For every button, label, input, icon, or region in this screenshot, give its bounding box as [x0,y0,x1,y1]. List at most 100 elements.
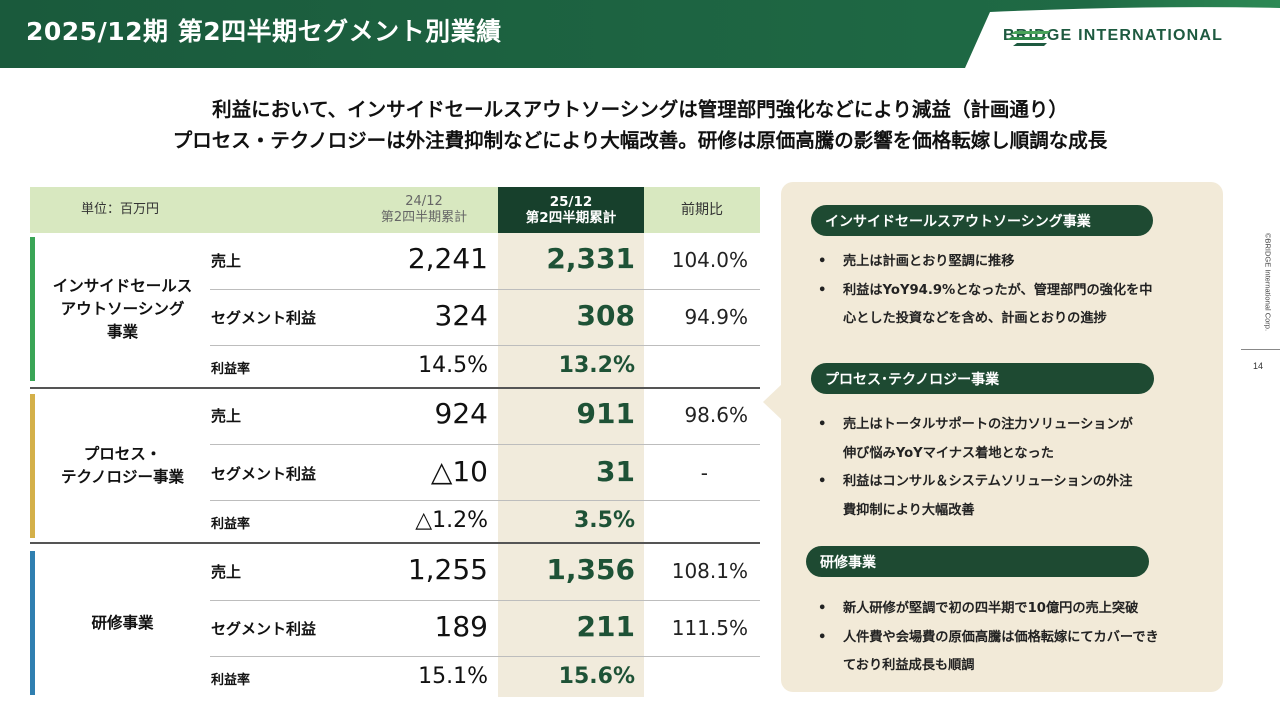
side-divider [1241,349,1280,350]
prev-value: △10 [430,455,488,488]
row-label: セグメント利益 [211,620,317,638]
yoy-value: 98.6% [684,403,748,427]
row-label: 売上 [211,563,242,581]
segment-color-bar [30,394,35,538]
row-label: セグメント利益 [211,309,317,327]
prev-value: 924 [434,397,488,430]
yoy-header: 前期比 [644,187,760,233]
bullet-item: • 利益はコンサル＆システムソリューションの外注 費抑制により大幅改善 [815,468,1205,525]
bullet-text: 売上はトータルサポートの注力ソリューションが [843,417,1133,432]
row-divider [210,500,760,501]
yoy-value: 111.5% [671,616,748,640]
bullet-dot: • [818,417,827,432]
bullet-item: • 売上は計画とおり堅調に推移 [815,248,1205,277]
bullet-list-inside-sales: • 売上は計画とおり堅調に推移 • 利益はYoY94.9%となったが、管理部門の強化… [815,248,1205,334]
bullet-text: 利益はYoY94.9%となったが、管理部門の強化を中 [843,282,1153,298]
header-band: 2025/12期 第2四半期セグメント別業績 BRIDGE INTERNATIO… [0,0,1280,68]
yoy-header-label: 前期比 [681,202,723,218]
segment-divider [30,542,760,544]
section-title-process-technology: プロセス･テクノロジー事業 [811,363,1154,394]
prev-period-header-line1: 24/12 [405,194,443,209]
row-label: 売上 [211,252,242,270]
copyright-notice: ©BRIDGE International Corp. [1263,232,1273,332]
bullet-text: 売上は計画とおり堅調に推移 [843,254,1015,269]
bullet-item: • 人件費や会場費の原価高騰は価格転嫁にてカバーでき ており利益成長も順調 [815,624,1215,681]
bullet-list-process-technology: • 売上はトータルサポートの注力ソリューションが 伸び悩みYoYマイナス着地となった… [815,411,1205,525]
bullet-dot: • [818,474,827,489]
row-divider [210,600,760,601]
segment-color-bar [30,237,35,381]
curr-value: 13.2% [558,353,635,378]
bullet-item: • 売上はトータルサポートの注力ソリューションが 伸び悩みYoYマイナス着地となった [815,411,1205,468]
bullet-text: 利益はコンサル＆システムソリューションの外注 [843,474,1133,489]
curr-value: 15.6% [558,664,635,689]
commentary-panel [781,182,1223,692]
curr-value: 3.5% [573,508,635,533]
segment-name: プロセス・ テクノロジー事業 [35,394,210,538]
prev-value: △1.2% [415,508,488,533]
headline-line-2: プロセス・テクノロジーは外注費抑制などにより大幅改善。研修は原価高騰の影響を価格… [172,129,1108,152]
bullet-text: 人件費や会場費の原価高騰は価格転嫁にてカバーでき [843,629,1159,645]
logo-stripes-icon [1007,31,1051,46]
curr-value: 911 [576,397,635,430]
page-number: 14 [1253,361,1264,371]
row-label: 利益率 [211,673,251,688]
segment-name: 研修事業 [35,551,210,695]
bullet-text: 心とした投資などを含め、計画とおりの進捗 [843,311,1107,326]
yoy-value: - [700,461,708,485]
bullet-text: 費抑制により大幅改善 [843,502,975,518]
curr-value: 2,331 [546,242,635,275]
segment-name-line: インサイドセールス [52,276,193,295]
prev-value: 324 [434,299,488,332]
bullet-item: • 利益はYoY94.9%となったが、管理部門の強化を中 心とした投資などを含め、計… [815,277,1205,334]
label-header [210,187,350,233]
row-divider [210,444,760,445]
section-title-inside-sales: インサイドセールスアウトソーシング事業 [811,205,1153,236]
page-title: 2025/12期 第2四半期セグメント別業績 [26,17,502,46]
row-label: 利益率 [211,517,251,532]
segment-name: インサイドセールス アウトソーシング 事業 [35,237,210,381]
segment-name-line: 事業 [106,322,138,341]
section-title-training: 研修事業 [806,546,1149,577]
segment-table: 単位：百万円 24/12 第2四半期累計 25/12 第2四半期累計 前期比 イ… [30,187,760,697]
current-period-column-highlight [498,233,644,697]
segment-name-line: プロセス・ [83,445,162,463]
segment-name-line: 研修事業 [91,613,154,632]
prev-value: 1,255 [407,553,488,586]
bullet-item: • 新人研修が堅調で初の四半期で10億円の売上突破 [815,595,1215,624]
prev-value: 15.1% [418,664,488,689]
prev-value: 189 [434,610,488,643]
bullet-dot: • [818,282,827,298]
row-label: 売上 [211,407,242,425]
curr-value: 1,356 [546,553,635,586]
headline-line-1: 利益において、インサイドセールスアウトソーシングは管理部門強化などにより減益（計… [212,98,1068,121]
yoy-value: 104.0% [671,248,748,272]
prev-value: 14.5% [418,353,488,378]
prev-period-header: 24/12 第2四半期累計 [350,187,498,233]
row-label: 利益率 [211,362,251,377]
unit-header: 単位：百万円 [30,187,210,233]
segment-divider [30,387,760,389]
curr-period-header-line1: 25/12 [549,194,593,210]
headline: 利益において、インサイドセールスアウトソーシングは管理部門強化などにより減益（計… [0,94,1280,156]
unit-label: 単位：百万円 [80,202,159,217]
panel-pointer [763,384,782,420]
prev-value: 2,241 [407,242,488,275]
segment-name-line: アウトソーシング [60,299,185,318]
row-divider [210,289,760,290]
bullet-text: 新人研修が堅調で初の四半期で10億円の売上突破 [843,601,1139,616]
bullet-list-training: • 新人研修が堅調で初の四半期で10億円の売上突破 • 人件費や会場費の原価高騰は価… [815,595,1215,681]
curr-value: 31 [596,455,635,488]
header-background [0,0,1280,68]
prev-period-header-line2: 第2四半期累計 [380,210,468,225]
bullet-dot: • [818,629,827,645]
segment-name-line: テクノロジー事業 [60,468,185,486]
yoy-value: 94.9% [684,305,748,329]
bullet-text: 伸び悩みYoYマイナス着地となった [843,445,1054,461]
row-divider [210,656,760,657]
yoy-value: 108.1% [671,559,748,583]
bullet-dot: • [818,254,827,269]
curr-value: 211 [576,610,635,643]
row-divider [210,345,760,346]
row-label: セグメント利益 [211,465,317,483]
